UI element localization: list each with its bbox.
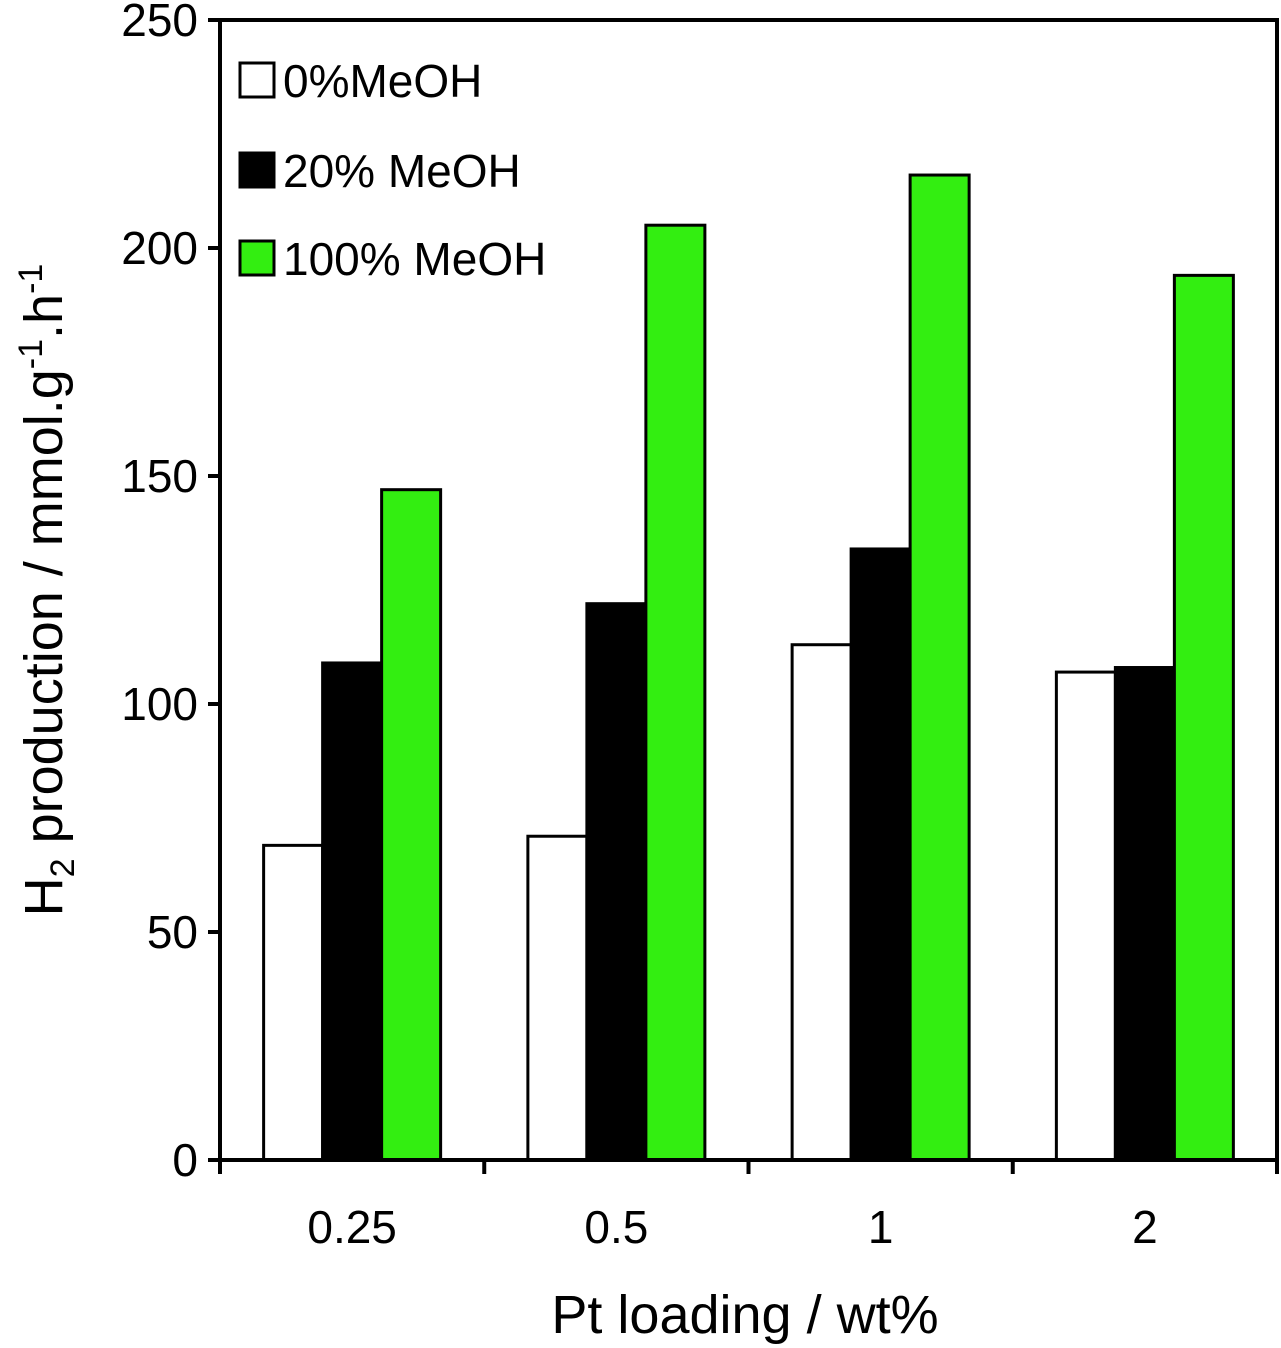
- legend-swatch: [238, 61, 276, 99]
- bar-20-meoh-2: [1113, 666, 1176, 1162]
- bar-0-meoh-0_5: [526, 834, 589, 1162]
- bar-100-meoh-1: [908, 173, 971, 1162]
- y-tick-label: 150: [121, 450, 198, 502]
- bar-20-meoh-0_5: [585, 602, 648, 1162]
- legend-label: 0%MeOH: [283, 55, 482, 107]
- bar-20-meoh-1: [849, 547, 912, 1162]
- y-tick-label: 200: [121, 222, 198, 274]
- bar-100-meoh-2: [1172, 273, 1235, 1162]
- bar-20-meoh-0_25: [321, 661, 384, 1162]
- y-axis-title: H2 production / mmol.g-1.h-1: [12, 264, 82, 917]
- x-tick-label: 0.5: [584, 1201, 648, 1253]
- legend-label: 20% MeOH: [283, 145, 521, 197]
- bar-0-meoh-1: [790, 643, 853, 1162]
- x-tick-label: 0.25: [307, 1201, 397, 1253]
- x-tick-label: 2: [1132, 1201, 1158, 1253]
- x-axis-title: Pt loading / wt%: [551, 1285, 938, 1345]
- x-ticks: 0.25 0.5 1 2: [218, 1160, 1279, 1253]
- x-tick-label: 1: [868, 1201, 894, 1253]
- bar-0-meoh-0_25: [262, 843, 325, 1162]
- y-tick-label: 0: [172, 1134, 198, 1186]
- bar-100-meoh-0_5: [644, 223, 707, 1162]
- y-tick-label: 100: [121, 678, 198, 730]
- legend-swatch: [238, 239, 276, 277]
- bars: [262, 173, 1235, 1162]
- bar-100-meoh-0_25: [380, 488, 443, 1162]
- y-ticks: 0 50 100 150 200 250: [121, 0, 220, 1186]
- legend: 0%MeOH 20% MeOH 100% MeOH: [238, 55, 546, 285]
- axes: [218, 18, 1279, 1162]
- y-tick-label: 250: [121, 0, 198, 46]
- y-tick-label: 50: [147, 906, 198, 958]
- legend-swatch: [238, 151, 276, 189]
- legend-label: 100% MeOH: [283, 233, 546, 285]
- bar-0-meoh-2: [1054, 670, 1117, 1162]
